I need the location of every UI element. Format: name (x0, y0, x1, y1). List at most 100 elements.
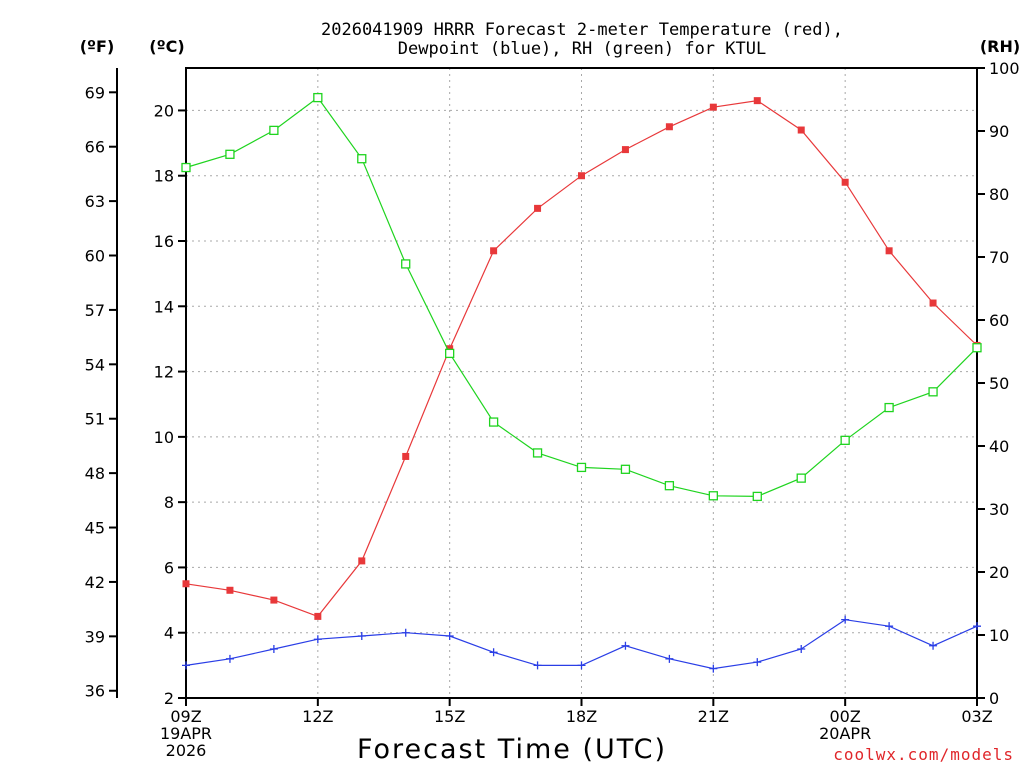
rh-point (488, 417, 499, 427)
rh-point (620, 464, 631, 474)
temperature-point (753, 97, 761, 105)
rh-tick-label: 40 (989, 437, 1009, 456)
dewpoint-point (929, 641, 938, 650)
temperature-point (665, 123, 673, 131)
temperature-point (314, 612, 322, 620)
rh-point (181, 162, 191, 173)
rh-tick-label: 30 (989, 500, 1009, 519)
grid (186, 68, 977, 698)
celsius-tick-label: 2 (164, 689, 174, 708)
dewpoint-point (885, 622, 894, 631)
rh-point (576, 462, 587, 473)
temperature-point (929, 299, 937, 307)
dewpoint-point (533, 661, 542, 670)
dewpoint-point (665, 654, 674, 663)
rh-point (532, 448, 543, 458)
dewpoint-point (577, 661, 586, 670)
dewpoint-point (269, 645, 278, 654)
dewpoint-point (445, 631, 454, 640)
rh-tick-label: 60 (989, 311, 1009, 330)
celsius-tick-label: 12 (154, 363, 174, 382)
fahrenheit-tick-label: 45 (85, 519, 105, 538)
rh-point (401, 259, 411, 269)
temperature-point (621, 146, 629, 154)
dewpoint-point (182, 661, 190, 670)
celsius-tick-label: 6 (164, 558, 174, 577)
x-tick-label: 19APR (160, 724, 212, 743)
chart-title-line-2: Dewpoint (blue), RH (green) for KTUL (398, 39, 766, 59)
temperature-point (841, 178, 849, 186)
temperature-point (226, 586, 234, 594)
temperature-point (490, 247, 498, 255)
fahrenheit-unit-label: (ºF) (80, 37, 115, 56)
x-tick-label: 21Z (698, 707, 729, 726)
fahrenheit-tick-label: 51 (85, 410, 105, 429)
x-tick-label: 15Z (434, 707, 465, 726)
celsius-tick-label: 10 (154, 428, 174, 447)
dewpoint-point (709, 664, 718, 673)
fahrenheit-tick-label: 36 (85, 682, 105, 701)
x-tick-label: 12Z (302, 707, 333, 726)
dewpoint-point (313, 635, 322, 644)
x-tick-label: 03Z (961, 707, 992, 726)
x-tick-label: 00Z (830, 707, 861, 726)
x-axis-title: Forecast Time (UTC) (357, 734, 667, 765)
chart-title-line-1: 2026041909 HRRR Forecast 2-meter Tempera… (321, 20, 843, 40)
x-tick-label: 18Z (566, 707, 597, 726)
rh-point (708, 491, 718, 501)
celsius-tick-label: 18 (154, 167, 174, 186)
rh-point (840, 435, 850, 445)
fahrenheit-tick-label: 54 (85, 355, 105, 374)
dewpoint-point (621, 641, 630, 650)
rh-tick-label: 70 (989, 248, 1009, 267)
fahrenheit-tick-label: 63 (85, 192, 105, 211)
dewpoint-point (753, 658, 762, 667)
temperature-point (270, 596, 278, 604)
dewpoint-point (973, 622, 981, 631)
temperature-point (534, 204, 542, 212)
temperature-point (709, 103, 717, 111)
rh-point (884, 402, 894, 413)
dewpoint-point (489, 648, 498, 657)
celsius-tick-label: 20 (154, 101, 174, 120)
rh-point (664, 481, 675, 491)
temperature-point (885, 247, 893, 255)
x-tick-label: 09Z (170, 707, 201, 726)
dewpoint-point (797, 645, 806, 654)
rh-point (269, 125, 279, 136)
credit-text: coolwx.com/models (833, 745, 1014, 764)
rh-point (445, 348, 455, 359)
temperature-point (797, 126, 805, 134)
rh-point (225, 149, 235, 159)
celsius-unit-label: (ºC) (149, 37, 184, 56)
dewpoint-point (225, 654, 234, 663)
dewpoint-point (357, 631, 366, 640)
x-tick-label: 20APR (819, 724, 871, 743)
temperature-point (182, 580, 190, 588)
fahrenheit-tick-label: 60 (85, 247, 105, 266)
fahrenheit-tick-label: 57 (85, 301, 105, 320)
fahrenheit-tick-label: 66 (85, 138, 105, 157)
temperature-point (358, 557, 366, 565)
fahrenheit-tick-label: 42 (85, 573, 105, 592)
rh-point (357, 154, 367, 164)
dewpoint-point (401, 628, 410, 637)
rh-point (313, 92, 323, 103)
rh-tick-label: 80 (989, 185, 1009, 204)
fahrenheit-tick-label: 69 (85, 83, 105, 102)
rh-point (972, 343, 982, 353)
celsius-tick-label: 16 (154, 232, 174, 251)
rh-tick-label: 90 (989, 122, 1009, 141)
celsius-tick-label: 8 (164, 493, 174, 512)
rh-point (928, 387, 938, 397)
rh-unit-label: (RH) (980, 37, 1020, 56)
temperature-point (446, 345, 454, 353)
celsius-tick-label: 14 (154, 297, 174, 316)
rh-tick-label: 0 (989, 689, 999, 708)
fahrenheit-tick-label: 39 (85, 627, 105, 646)
temperature-point (578, 172, 585, 180)
axes: 36 39 42 45 48 51 54 57 60 63 66 69 2 4 6 8 10 12 14 16 18 20… (85, 59, 1020, 760)
rh-tick-label: 10 (989, 626, 1009, 645)
temperature-point (402, 452, 410, 460)
